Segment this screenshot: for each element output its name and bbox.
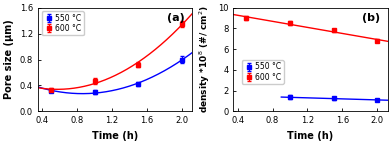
Legend: 550 °C, 600 °C: 550 °C, 600 °C bbox=[42, 11, 84, 35]
X-axis label: Time (h): Time (h) bbox=[287, 131, 334, 141]
Text: (b): (b) bbox=[362, 13, 380, 23]
Text: (a): (a) bbox=[167, 13, 185, 23]
Legend: 550 °C, 600 °C: 550 °C, 600 °C bbox=[242, 60, 284, 84]
X-axis label: Time (h): Time (h) bbox=[92, 131, 138, 141]
Y-axis label: density *10$^8$ (#/ cm$^2$): density *10$^8$ (#/ cm$^2$) bbox=[198, 6, 212, 114]
Y-axis label: Pore size (μm): Pore size (μm) bbox=[4, 20, 14, 99]
